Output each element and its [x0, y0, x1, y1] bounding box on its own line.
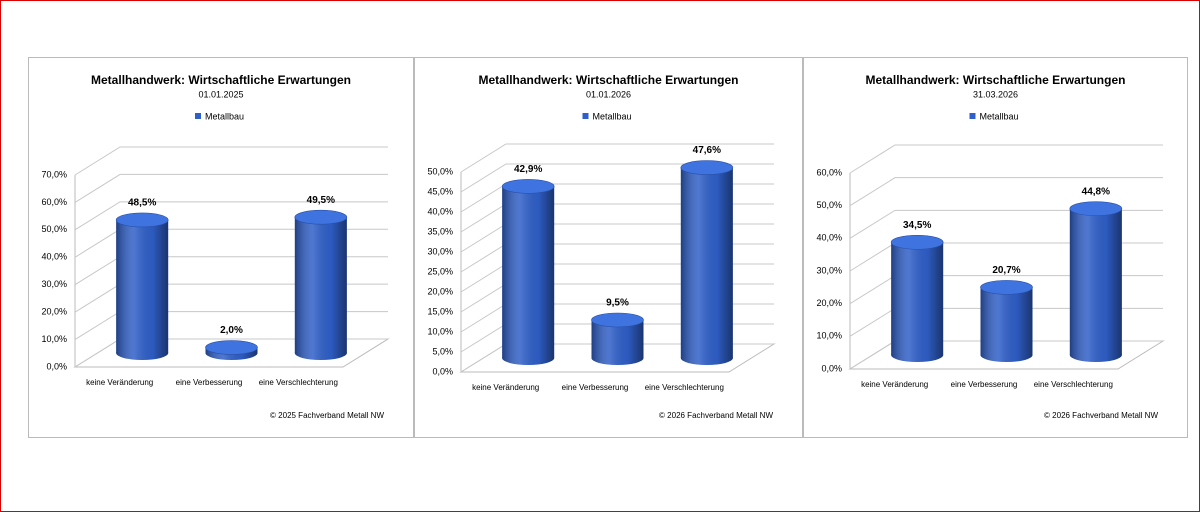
chart-title: Metallhandwerk: Wirtschaftliche Erwartun… [866, 73, 1126, 87]
y-tick-label: 40,0% [427, 206, 453, 216]
chart-panel: Metallhandwerk: Wirtschaftliche Erwartun… [28, 57, 414, 438]
value-label: 49,5% [307, 195, 335, 206]
y-tick-label: 0,0% [46, 361, 67, 371]
value-label: 42,9% [514, 164, 542, 175]
copyright-note: © 2026 Fachverband Metall NW [1044, 411, 1158, 420]
value-label: 20,7% [992, 265, 1020, 276]
cylinder-top [501, 179, 555, 194]
panel-frame [414, 57, 803, 438]
grid-line [460, 143, 774, 173]
value-label: 34,5% [903, 220, 931, 231]
grid-line [849, 177, 1163, 207]
panel-frame [803, 57, 1188, 438]
chart-title: Metallhandwerk: Wirtschaftliche Erwartun… [479, 73, 739, 87]
y-tick-label: 50,0% [427, 166, 453, 176]
grid-line [74, 173, 388, 203]
value-label: 2,0% [220, 325, 243, 336]
y-tick-label: 30,0% [816, 265, 842, 275]
chart-panel: Metallhandwerk: Wirtschaftliche Erwartun… [414, 57, 803, 438]
y-tick-label: 60,0% [41, 197, 67, 207]
bar-shade [294, 217, 347, 353]
y-tick-label: 50,0% [816, 200, 842, 210]
cylinder-top [115, 212, 169, 228]
bar-shade [891, 242, 944, 355]
y-tick-label: 0,0% [821, 363, 842, 373]
x-tick-label: eine Verschlechterung [259, 378, 338, 387]
y-tick-label: 70,0% [41, 169, 67, 179]
chart-subtitle: 01.01.2025 [198, 89, 243, 99]
x-tick-label: keine Veränderung [472, 383, 539, 392]
y-tick-label: 45,0% [427, 186, 453, 196]
x-tick-label: keine Veränderung [86, 378, 153, 387]
chart-title: Metallhandwerk: Wirtschaftliche Erwartun… [91, 73, 351, 87]
y-tick-label: 0,0% [432, 366, 453, 376]
legend-swatch [195, 113, 201, 119]
bar-shade [680, 167, 733, 358]
y-tick-label: 30,0% [41, 279, 67, 289]
legend-swatch [969, 113, 976, 119]
grid-line [74, 201, 388, 231]
legend-label: Metallbau [593, 111, 632, 121]
cylinder-top [591, 312, 644, 328]
bar-shade [980, 287, 1033, 355]
bar-shade [116, 219, 169, 353]
x-tick-label: eine Verbesserung [951, 380, 1018, 389]
y-tick-label: 40,0% [816, 233, 842, 243]
y-tick-label: 20,0% [816, 298, 842, 308]
value-label: 9,5% [606, 298, 629, 309]
legend-swatch [582, 113, 589, 119]
y-tick-label: 60,0% [816, 167, 842, 177]
bar-shade [502, 186, 555, 358]
copyright-note: © 2026 Fachverband Metall NW [659, 411, 773, 420]
copyright-note: © 2025 Fachverband Metall NW [270, 411, 384, 420]
x-tick-label: eine Verschlechterung [645, 383, 724, 392]
y-tick-label: 10,0% [41, 334, 67, 344]
value-label: 47,6% [693, 145, 721, 156]
grid-line [74, 146, 388, 176]
panel-frame [28, 57, 414, 438]
value-label: 44,8% [1082, 186, 1110, 197]
grid-line [849, 144, 1163, 174]
y-tick-label: 50,0% [41, 224, 67, 234]
y-tick-label: 10,0% [427, 326, 453, 336]
y-tick-label: 20,0% [427, 286, 453, 296]
y-tick-label: 25,0% [427, 266, 453, 276]
x-tick-label: keine Veränderung [861, 380, 928, 389]
chart-subtitle: 31.03.2026 [973, 89, 1018, 99]
chart-panel: Metallhandwerk: Wirtschaftliche Erwartun… [803, 57, 1188, 438]
cylinder-top [1069, 201, 1123, 216]
y-tick-label: 40,0% [41, 252, 67, 262]
legend-label: Metallbau [205, 111, 244, 121]
x-tick-label: eine Verschlechterung [1034, 380, 1113, 389]
cylinder-top [205, 340, 258, 355]
x-tick-label: eine Verbesserung [176, 378, 243, 387]
chart-subtitle: 01.01.2026 [586, 89, 631, 99]
value-label: 48,5% [128, 198, 156, 209]
cylinder-top [980, 280, 1033, 295]
legend-label: Metallbau [980, 111, 1019, 121]
y-tick-label: 30,0% [427, 246, 453, 256]
y-tick-label: 15,0% [427, 306, 453, 316]
bar-shade [1069, 208, 1122, 355]
y-tick-label: 35,0% [427, 226, 453, 236]
cylinder-top [680, 160, 734, 175]
cylinder-top [294, 209, 348, 225]
y-tick-label: 20,0% [41, 307, 67, 317]
y-tick-label: 5,0% [432, 346, 453, 356]
cylinder-top [890, 235, 944, 250]
x-tick-label: eine Verbesserung [562, 383, 629, 392]
y-tick-label: 10,0% [816, 331, 842, 341]
